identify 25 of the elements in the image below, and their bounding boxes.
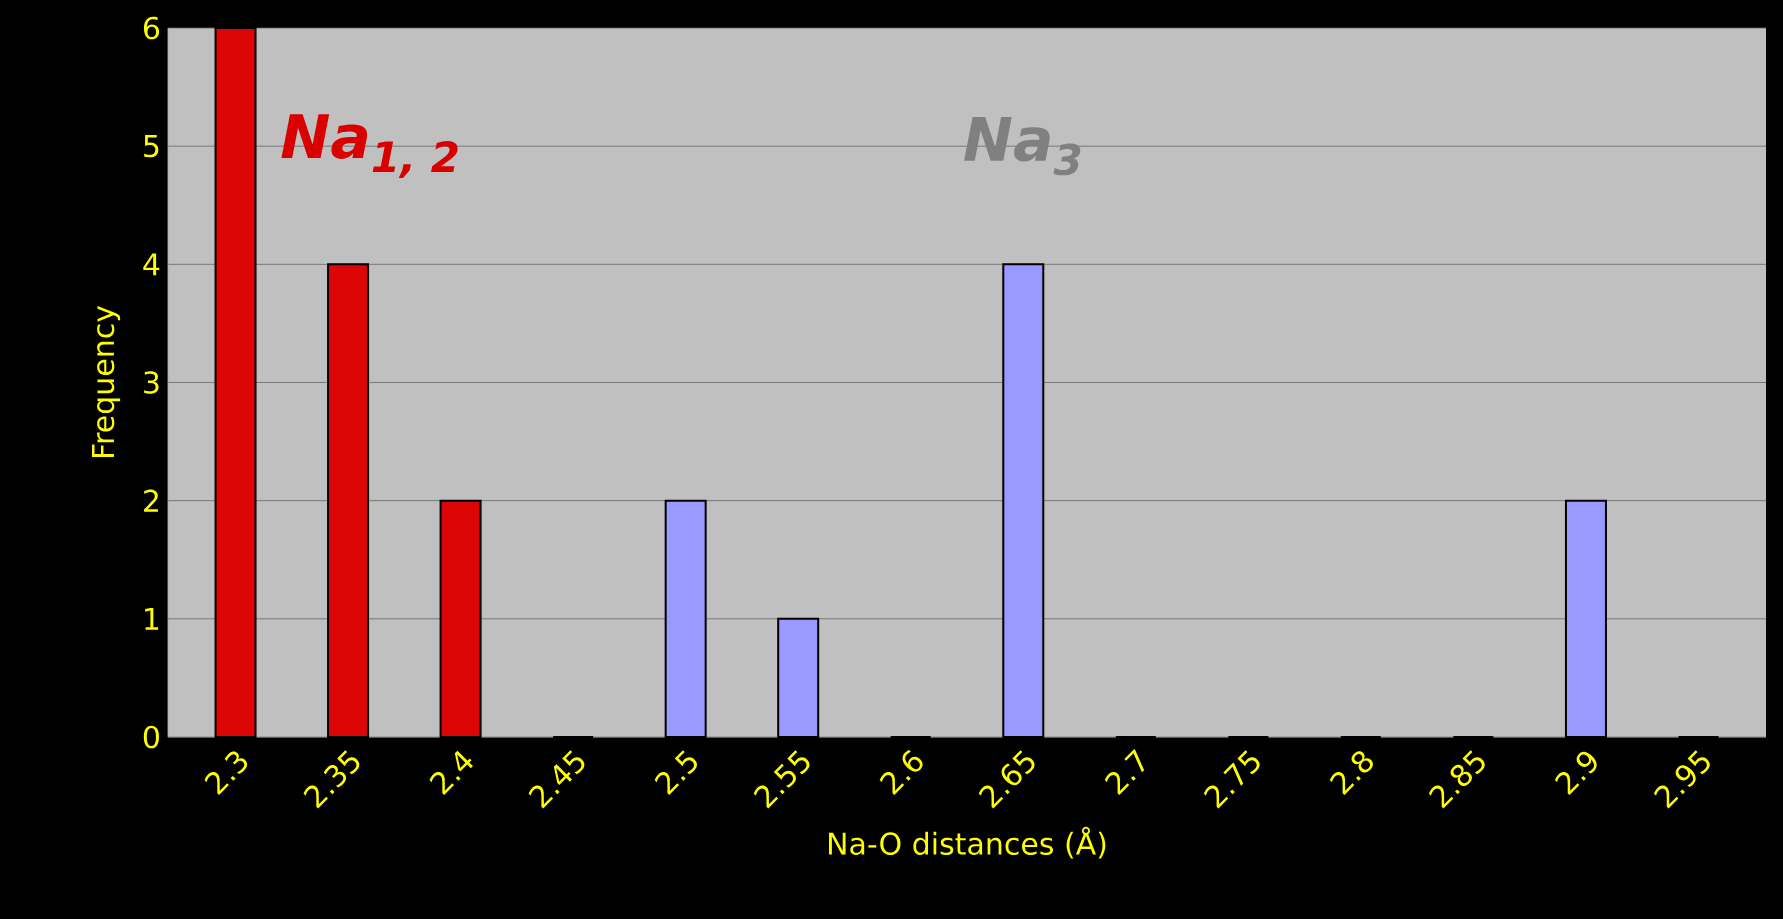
x-tick-label: 2.9 (1554, 751, 1597, 795)
x-tick-label: 2.4 (429, 750, 473, 795)
bar (214, 27, 257, 738)
y-tick-label: 0 (143, 725, 159, 749)
x-tick-label: 2.7 (1104, 749, 1145, 795)
bar (439, 499, 482, 738)
x-tick-label: 2.5 (654, 750, 697, 795)
bar (1564, 499, 1607, 738)
bar (1002, 263, 1045, 738)
annotation: Na$_{1, 2}$ (281, 114, 458, 179)
bar (777, 617, 820, 738)
x-tick-label: 2.6 (879, 749, 923, 795)
x-tick-label: 2.8 (1329, 751, 1373, 795)
bar (327, 263, 370, 738)
x-axis-title: Na-O distances (Å) (829, 826, 1106, 859)
x-tick-label: 2.3 (204, 751, 248, 795)
y-tick-label: 2 (144, 489, 158, 512)
y-tick-label: 4 (143, 253, 160, 276)
y-tick-label: 6 (143, 16, 160, 40)
y-tick-label: 3 (144, 371, 159, 394)
bar (664, 499, 707, 738)
y-tick-label: 1 (145, 607, 159, 630)
y-axis-title: Frequency (92, 305, 121, 458)
y-tick-label: 5 (144, 135, 159, 158)
annotation: Na$_{3}$ (964, 116, 1081, 176)
